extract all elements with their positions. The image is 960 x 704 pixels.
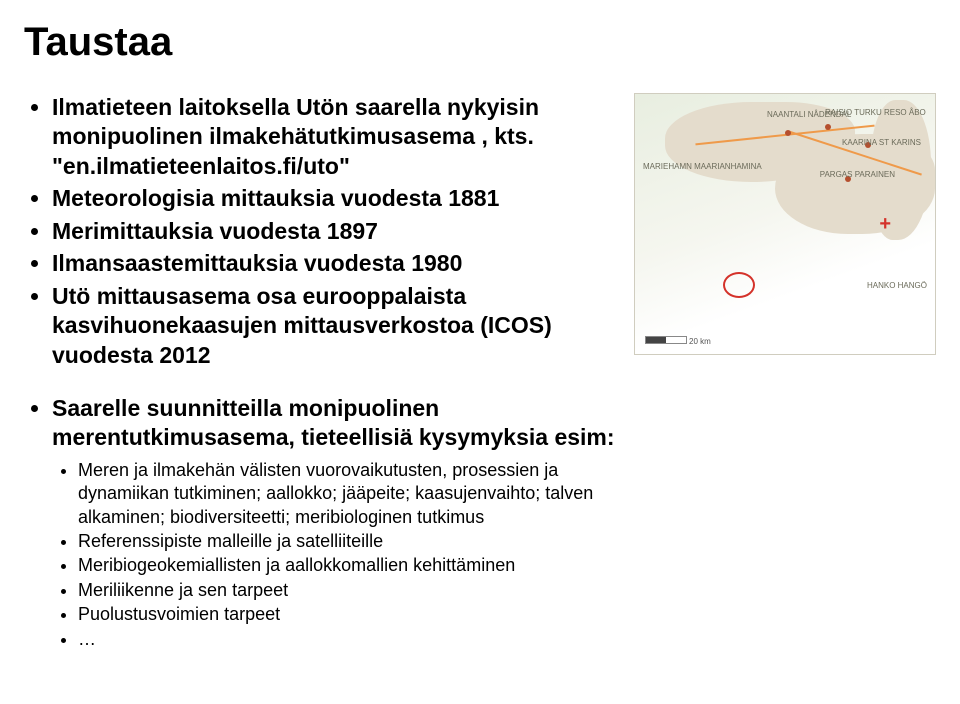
sub-bullets: Meren ja ilmakehän välisten vuorovaikutu… <box>24 459 620 651</box>
map-label: KAARINA ST KARINS <box>842 138 921 147</box>
map-label: MARIEHAMN MAARIANHAMINA <box>643 162 762 171</box>
bullet-item: Merimittauksia vuodesta 1897 <box>52 217 620 246</box>
sub-bullet-item: Meriliikenne ja sen tarpeet <box>78 579 620 602</box>
sub-bullet-item: … <box>78 628 620 651</box>
sub-bullet-item: Referenssipiste malleille ja satelliitei… <box>78 530 620 553</box>
secondary-bullets: Saarelle suunnitteilla monipuolinen mere… <box>24 394 620 453</box>
bullet-item: Ilmatieteen laitoksella Utön saarella ny… <box>52 93 620 181</box>
map-city-dot <box>785 130 791 136</box>
bullet-item: Ilmansaastemittauksia vuodesta 1980 <box>52 249 620 278</box>
map-city-dot <box>825 124 831 130</box>
map-scalebar <box>645 336 687 344</box>
bullet-item: Meteorologisia mittauksia vuodesta 1881 <box>52 184 620 213</box>
sub-bullet-item: Puolustusvoimien tarpeet <box>78 603 620 626</box>
bullet-item: Utö mittausasema osa eurooppalaista kasv… <box>52 282 620 370</box>
map-scale-text: 20 km <box>689 337 711 346</box>
primary-bullets: Ilmatieteen laitoksella Utön saarella ny… <box>24 93 620 370</box>
bullet-item: Saarelle suunnitteilla monipuolinen mere… <box>52 394 620 453</box>
page-title: Taustaa <box>24 20 936 65</box>
map-label: HANKO HANGÖ <box>867 281 927 290</box>
content-row: Ilmatieteen laitoksella Utön saarella ny… <box>24 93 936 652</box>
map-cross-marker: + <box>879 214 891 234</box>
map-circle-marker <box>723 272 755 298</box>
map-label: PARGAS PARAINEN <box>820 170 895 179</box>
sub-bullet-item: Meribiogeokemiallisten ja aallokkomallie… <box>78 554 620 577</box>
text-column: Ilmatieteen laitoksella Utön saarella ny… <box>24 93 620 652</box>
sub-bullet-item: Meren ja ilmakehän välisten vuorovaikutu… <box>78 459 620 529</box>
map-label: RAISIO TURKU RESO ÅBO <box>825 108 926 117</box>
map-thumbnail: + NAANTALI NÅDENDAL RAISIO TURKU RESO ÅB… <box>634 93 936 355</box>
